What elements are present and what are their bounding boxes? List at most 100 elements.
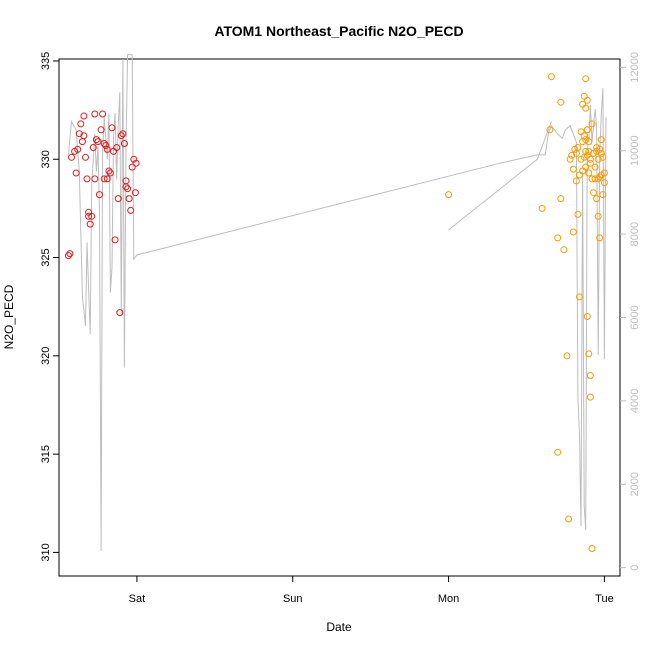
data-point (96, 191, 103, 199)
data-point (599, 191, 607, 199)
data-point (576, 171, 583, 179)
x-tick-label: Tue (595, 593, 614, 605)
y-tick-label: 330 (40, 150, 52, 168)
data-point (108, 124, 116, 132)
data-point (577, 128, 585, 136)
data-point (554, 448, 562, 456)
data-point (97, 126, 105, 134)
data-point (586, 155, 594, 163)
data-point (72, 169, 80, 177)
x-axis: Sat Sun Mon Tue (129, 576, 614, 605)
y2-tick-label: 12000 (629, 52, 641, 83)
data-point (580, 132, 588, 140)
data-point (580, 92, 588, 100)
data-point (105, 167, 113, 175)
data-point (80, 112, 88, 120)
y-tick-label: 320 (40, 347, 52, 365)
y-tick-label: 315 (40, 445, 52, 463)
data-point (596, 145, 604, 153)
data-point (94, 138, 102, 146)
data-point (591, 175, 599, 183)
data-point (590, 149, 597, 157)
data-point (568, 151, 576, 159)
x-tick-label: Sat (129, 593, 146, 605)
data-point (583, 126, 591, 134)
data-point (88, 212, 96, 220)
x-tick-label: Sun (283, 593, 303, 605)
data-point (599, 153, 607, 161)
data-point (585, 350, 593, 358)
data-point (103, 145, 111, 153)
data-point (114, 195, 122, 203)
data-point (572, 177, 580, 185)
data-point (100, 140, 108, 147)
chart-title: ATOM1 Northeast_Pacific N2O_PECD (214, 23, 463, 39)
data-point (583, 313, 591, 320)
data-point (64, 252, 72, 260)
data-point (565, 515, 573, 523)
data-point (102, 142, 110, 149)
data-point (576, 293, 583, 301)
data-point (597, 136, 605, 144)
data-point (588, 120, 596, 128)
data-point (111, 236, 119, 244)
data-point (116, 309, 124, 317)
data-point (560, 246, 568, 254)
data-point (100, 175, 108, 183)
x-tick-label: Mon (438, 593, 459, 605)
secondary-series (67, 54, 607, 552)
data-point (588, 545, 596, 552)
data-point (574, 144, 582, 151)
data-point (74, 145, 82, 153)
data-point (590, 189, 597, 197)
y-tick-label: 310 (40, 543, 52, 561)
data-point (83, 175, 91, 183)
data-point (127, 206, 135, 214)
data-point (125, 195, 133, 203)
data-point (92, 136, 100, 144)
y2-tick-label: 6000 (629, 305, 641, 329)
scatter-series (64, 73, 608, 552)
data-point (128, 163, 136, 171)
y2-tick-label: 4000 (629, 389, 641, 413)
data-point (583, 96, 591, 104)
series-line (67, 54, 607, 552)
data-point (131, 189, 139, 197)
data-point (597, 149, 605, 157)
y2-tick-label: 8000 (629, 222, 641, 246)
data-point (594, 212, 602, 220)
data-point (132, 159, 140, 167)
data-point (89, 144, 97, 151)
data-point (546, 126, 554, 134)
data-point (593, 195, 601, 203)
data-point (591, 163, 599, 171)
data-point (586, 372, 594, 379)
data-point (594, 155, 602, 163)
y-axis-label: N2O_PECD (2, 284, 16, 349)
data-point (582, 75, 590, 83)
y-axis: 310 315 320 325 330 335 (40, 52, 59, 562)
y2-tick-label: 10000 (629, 135, 641, 166)
data-point (557, 98, 565, 106)
data-point (122, 177, 130, 185)
data-point (600, 179, 608, 187)
data-point (75, 130, 83, 138)
data-point (582, 147, 590, 155)
data-point (119, 130, 127, 138)
data-point (68, 153, 75, 161)
data-point (594, 175, 602, 183)
data-point (106, 169, 114, 177)
data-point (574, 210, 582, 218)
data-point (103, 175, 111, 183)
data-point (586, 159, 594, 167)
plot-frame (58, 58, 621, 577)
data-point (78, 138, 86, 146)
data-point (85, 212, 93, 220)
data-point (569, 165, 577, 173)
data-point (577, 155, 585, 163)
data-point (585, 169, 593, 177)
data-point (117, 132, 125, 140)
data-point (124, 185, 132, 193)
data-point (113, 144, 121, 151)
